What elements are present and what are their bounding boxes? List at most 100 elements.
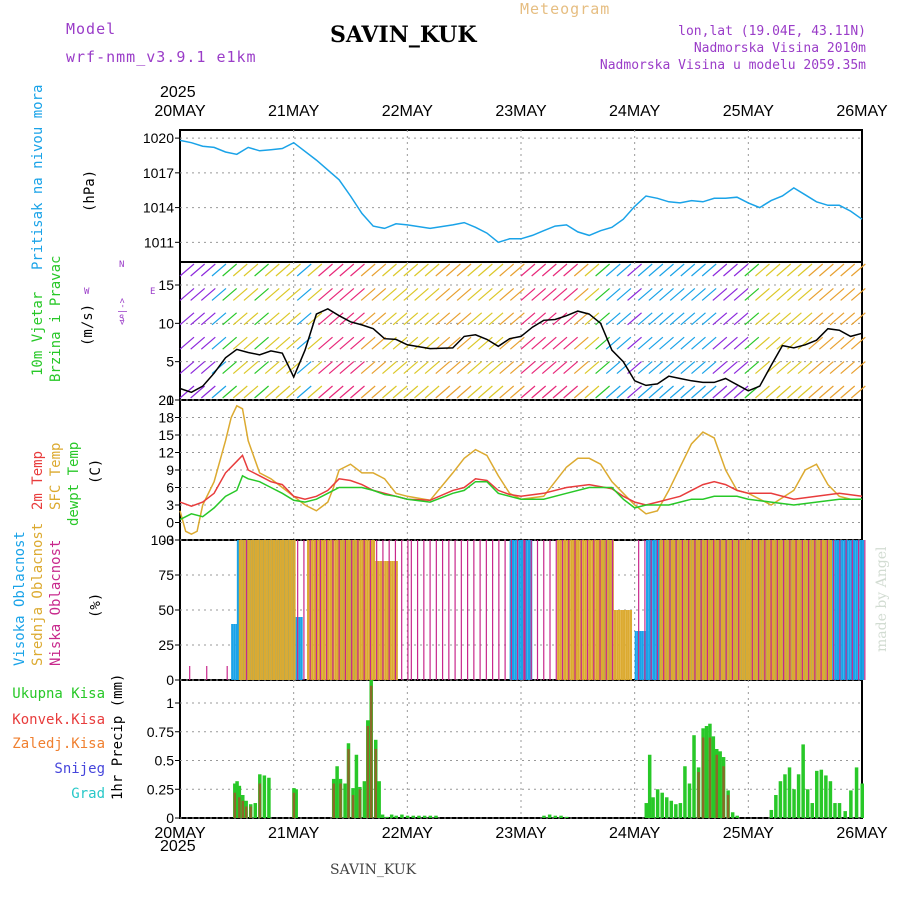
wind-barb	[446, 312, 461, 326]
wind-barb	[755, 385, 770, 399]
wind-barb	[296, 361, 312, 375]
cloud-mid-bar	[609, 540, 612, 680]
y-tick-label: -3	[162, 532, 175, 548]
precip-conv-bar	[366, 726, 370, 818]
wind-barb	[254, 361, 269, 375]
wind-barb	[350, 336, 365, 350]
wind-barb	[403, 336, 419, 350]
wind-barb	[200, 336, 216, 350]
wind-barb	[254, 312, 269, 326]
cloud-mid-bar	[677, 540, 680, 680]
wind-barb	[435, 336, 451, 350]
cloud-mid-bar	[327, 540, 330, 680]
wind-barb	[339, 336, 355, 350]
precip-conv-bar	[701, 737, 705, 818]
wind-barb	[296, 385, 312, 399]
wind-barb	[179, 385, 195, 399]
wind-barb	[733, 361, 749, 375]
cloud-high-bar	[852, 540, 856, 680]
precip-total-bar	[664, 797, 669, 818]
wind-barb	[733, 287, 749, 301]
wind-barb	[733, 385, 749, 399]
wind-barb	[382, 385, 397, 399]
wind-barb	[541, 385, 557, 399]
wind-barb	[382, 361, 397, 375]
wind-barb	[733, 336, 749, 350]
wind-barb	[339, 263, 355, 277]
wind-barb	[829, 361, 845, 375]
wind-barb	[275, 385, 291, 399]
precip-total-bar	[294, 789, 298, 818]
cloud-high-bar	[836, 540, 840, 680]
precip-total-bar	[735, 815, 739, 818]
precip-conv-bar	[358, 789, 362, 818]
wind-barb	[211, 263, 227, 277]
wind-barb	[232, 385, 248, 399]
y-tick-label: 0	[166, 515, 174, 531]
precip-total-bar	[674, 804, 678, 818]
wind-barb	[829, 312, 845, 326]
precip-total-bar	[792, 789, 796, 818]
cloud-mid-bar	[754, 540, 758, 680]
wind-barb	[755, 263, 770, 277]
wind-barb	[701, 361, 717, 375]
precip-total-bar	[411, 815, 416, 818]
cloud-mid-bar	[825, 540, 828, 680]
wind-barb	[552, 287, 568, 301]
wind-barb	[595, 263, 610, 277]
cloud-mid-bar	[275, 540, 278, 680]
wind-barb	[595, 361, 610, 375]
wind-barb	[446, 263, 461, 277]
wind-barb	[392, 263, 408, 277]
wind-barb	[605, 336, 621, 350]
x-tick-bottom: 25MAY	[723, 825, 775, 842]
cloud-mid-bar	[629, 610, 633, 680]
y-tick-label: 12	[158, 445, 174, 461]
wind-barb	[552, 385, 568, 399]
wind-barb	[818, 336, 834, 350]
cloud-mid-bar	[341, 540, 344, 680]
wind-barb	[222, 361, 238, 375]
cloud-mid-bar	[743, 540, 746, 680]
wind-barb	[691, 263, 706, 277]
wind-barb	[701, 263, 717, 277]
y-tick-label: 1011	[144, 234, 174, 250]
wind-barb	[446, 385, 461, 399]
wind-barb	[520, 385, 536, 399]
wind-barb	[669, 385, 685, 399]
cloud-mid-bar	[254, 540, 257, 680]
cloud-high-bar	[655, 540, 658, 680]
wind-barb	[637, 263, 653, 277]
wind-barb	[637, 336, 653, 350]
wind-barb	[829, 263, 845, 277]
cloud-mid-bar	[686, 540, 689, 680]
precip-total-bar	[354, 754, 359, 818]
cloud-high-bar	[236, 540, 240, 680]
wind-barb	[701, 287, 717, 301]
wind-barb	[797, 312, 813, 326]
cloud-mid-bar	[588, 540, 592, 680]
wind-barb	[200, 312, 216, 326]
precip-total-bar	[564, 816, 569, 818]
wind-barb	[190, 361, 206, 375]
cloud-mid-bar	[318, 540, 321, 680]
cloud-mid-bar	[352, 540, 355, 680]
snow-label: Snijeg	[54, 761, 105, 777]
wind-barb	[179, 287, 195, 301]
cloud-mid-bar	[663, 540, 667, 680]
wind-barb	[456, 312, 472, 326]
cloud-high-bar	[636, 631, 640, 680]
wind-barb	[488, 361, 504, 375]
wind-barb	[552, 361, 568, 375]
wind-barb	[382, 312, 397, 326]
wind-barb	[392, 385, 408, 399]
wind-barb	[275, 263, 291, 277]
wind-barb	[840, 336, 856, 350]
wind-barb	[669, 312, 685, 326]
wind-barb	[318, 385, 333, 399]
wind-barb	[339, 385, 355, 399]
cloud-mid-bar	[359, 540, 362, 680]
cloud-mid-bar	[250, 540, 253, 680]
wind-barb	[712, 312, 728, 326]
wind-barb	[435, 385, 451, 399]
